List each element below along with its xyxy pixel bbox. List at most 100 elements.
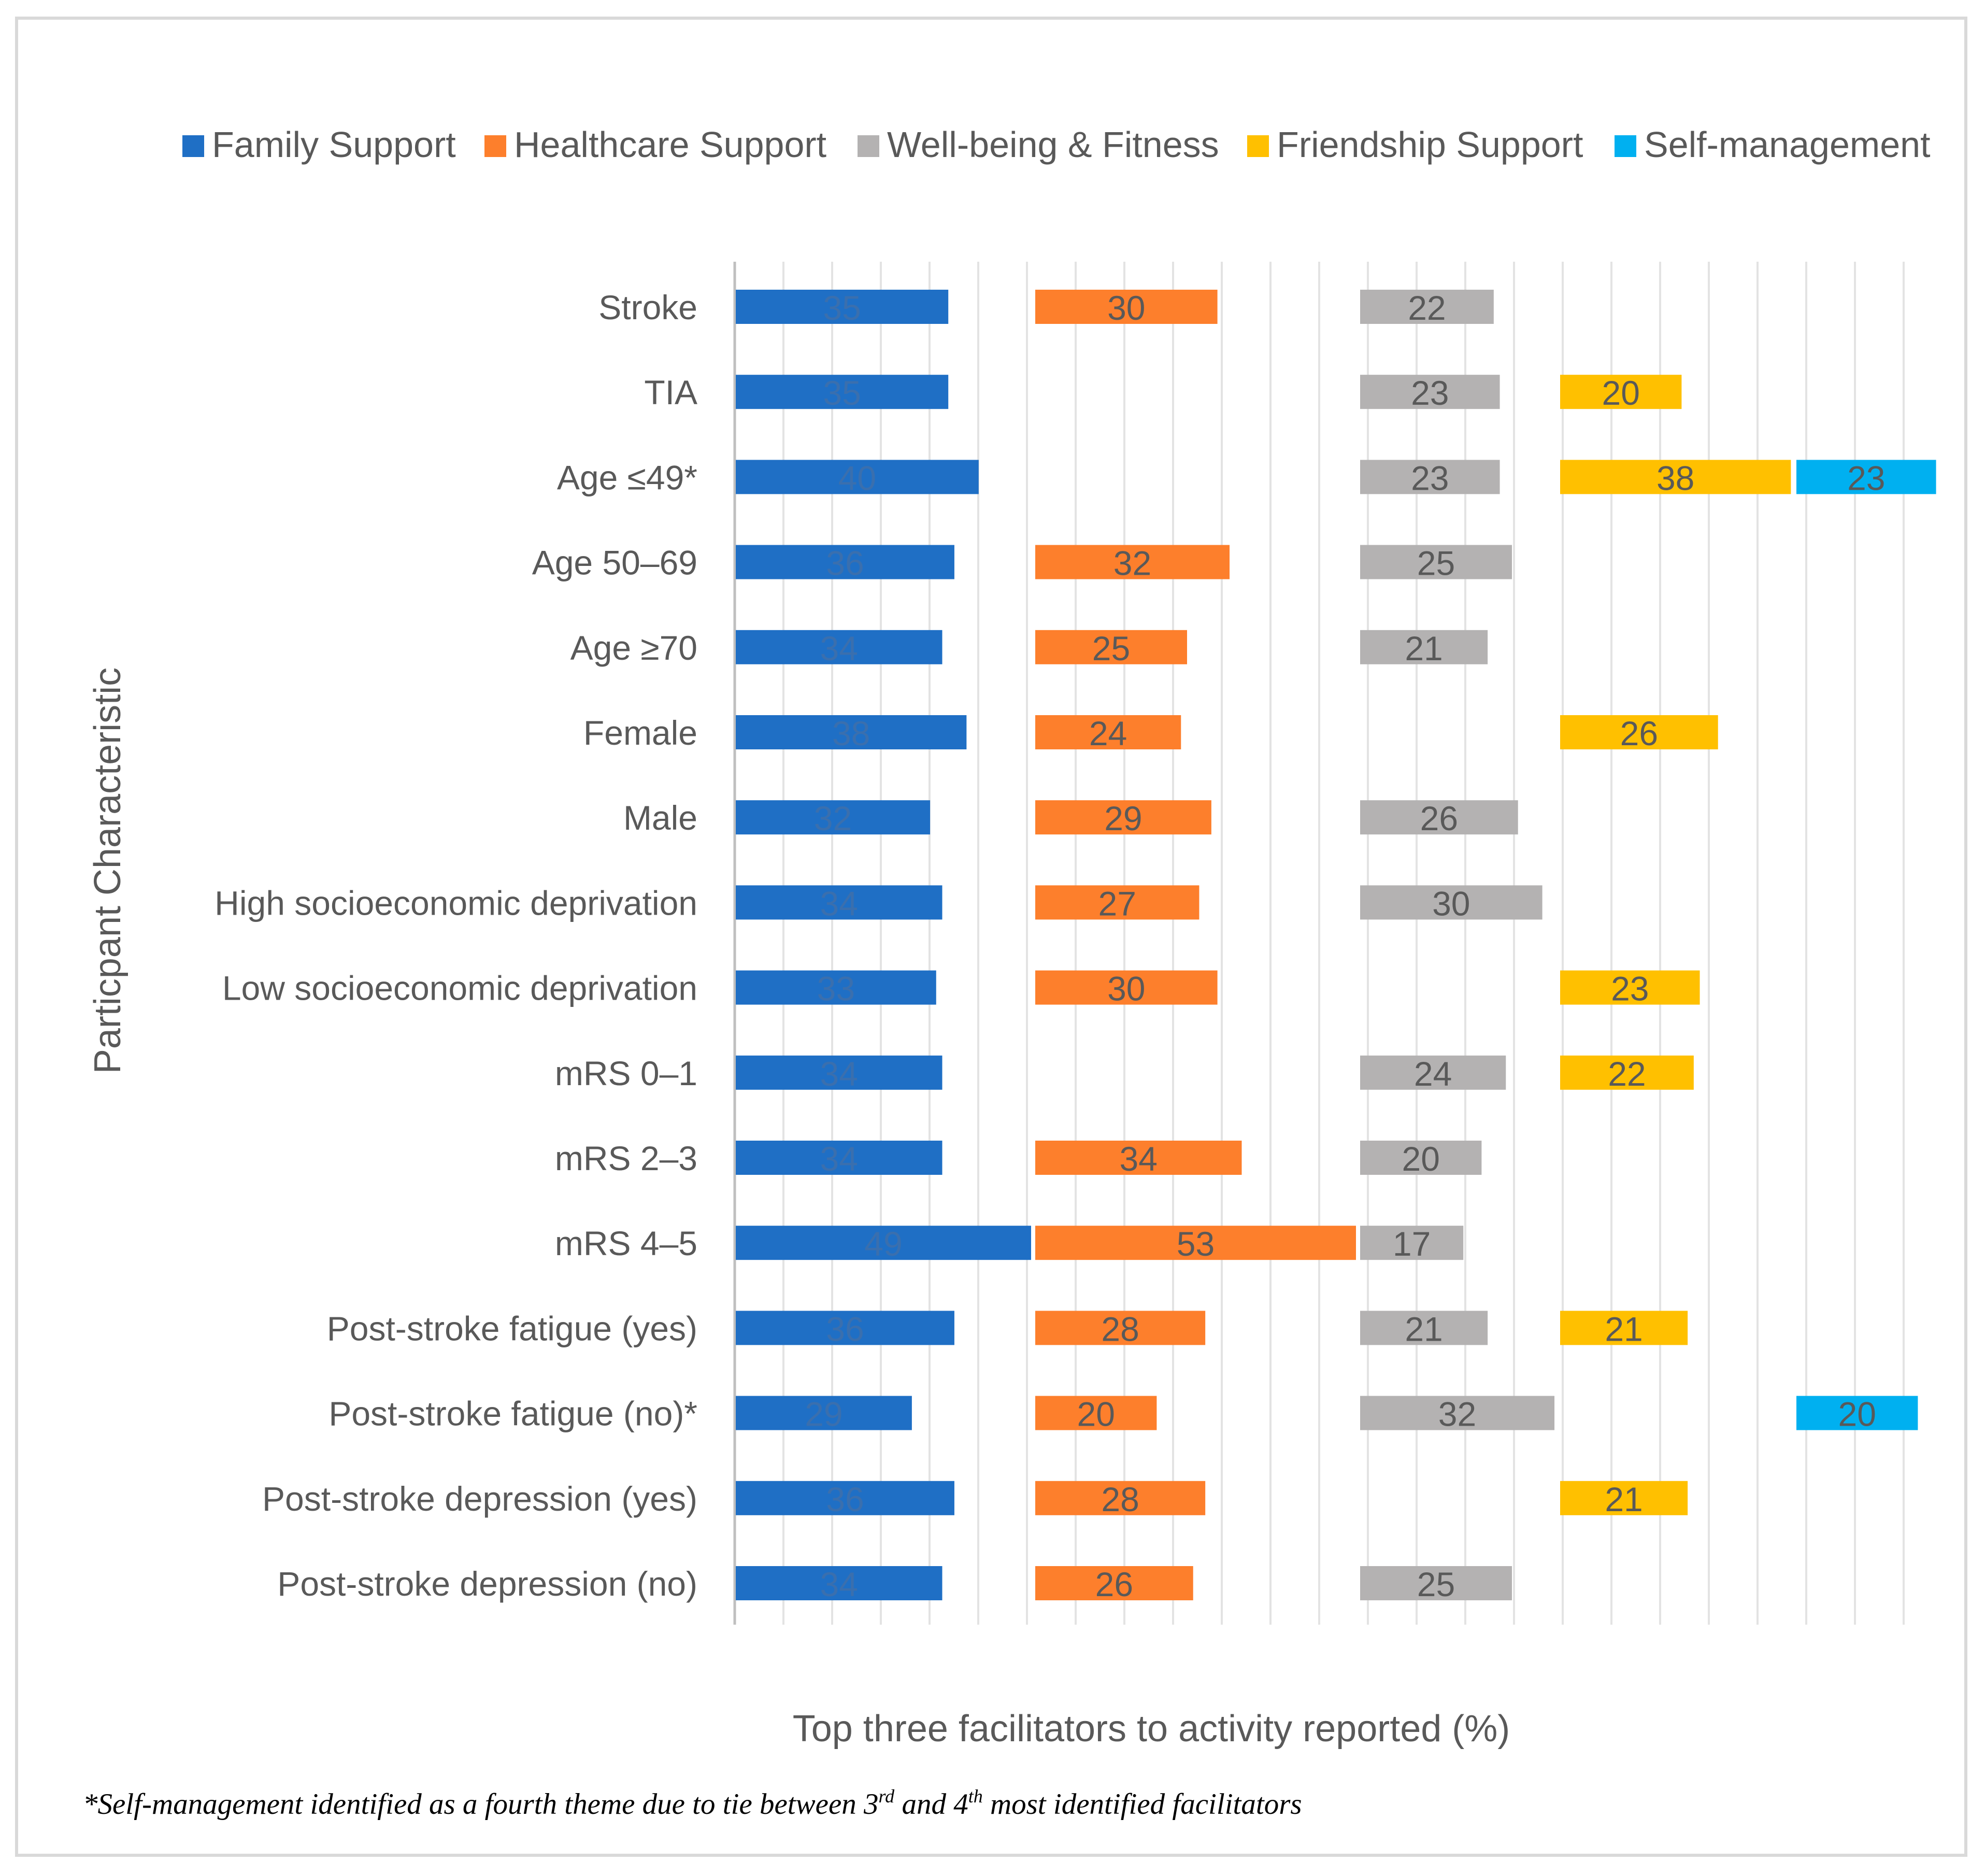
category-label-age-70: Age ≥70 (570, 629, 697, 667)
data-label-well-being-fitness-age-50-69: 25 (1417, 544, 1455, 582)
bar-healthcare-support-post-stroke-fatigue-no (1035, 1396, 1157, 1430)
legend-swatch-friendship-support (1247, 135, 1269, 157)
bar-healthcare-support-male (1035, 800, 1211, 835)
data-label-healthcare-support-female: 24 (1089, 714, 1127, 752)
bar-family-support-post-stroke-depression-no (736, 1566, 942, 1600)
legend-item-family-support: Family Support (182, 124, 456, 165)
data-label-well-being-fitness-mrs-2-3: 20 (1402, 1140, 1439, 1178)
category-labels: Stroke TIA Age ≤49* Age 50–69 Age ≥70 Female M… (215, 288, 697, 1603)
data-label-healthcare-support-male: 29 (1104, 799, 1142, 837)
bar-healthcare-support-age-70 (1035, 630, 1187, 664)
data-label-friendship-support-low-socioeconomic-deprivation: 23 (1611, 970, 1649, 1008)
bar-well-being-fitness-post-stroke-depression-no (1360, 1566, 1512, 1600)
footnote: *Self-management identified as a fourth … (83, 1786, 1302, 1821)
category-label-post-stroke-fatigue-no: Post-stroke fatigue (no)* (329, 1395, 697, 1433)
data-label-well-being-fitness-post-stroke-fatigue-yes: 21 (1405, 1310, 1443, 1348)
category-label-post-stroke-depression-yes: Post-stroke depression (yes) (262, 1480, 697, 1518)
bar-friendship-support-tia (1560, 375, 1682, 409)
data-label-self-management-age-49: 23 (1847, 459, 1885, 497)
data-label-family-support-low-socioeconomic-deprivation: 33 (817, 970, 855, 1008)
category-label-female: Female (583, 714, 697, 752)
legend-swatch-family-support (182, 135, 204, 157)
data-label-friendship-support-age-49: 38 (1656, 459, 1694, 497)
legend-label-friendship-support: Friendship Support (1277, 124, 1583, 165)
bar-family-support-mrs-4-5 (736, 1226, 1031, 1260)
bar-well-being-fitness-post-stroke-fatigue-no (1360, 1396, 1555, 1430)
chart-frame (15, 17, 1967, 1857)
bar-family-support-age-50-69 (736, 545, 954, 579)
bar-friendship-support-mrs-0-1 (1560, 1055, 1694, 1090)
bar-family-support-mrs-0-1 (736, 1055, 942, 1090)
bar-friendship-support-age-49 (1560, 460, 1791, 494)
data-label-well-being-fitness-mrs-0-1: 24 (1414, 1055, 1452, 1093)
data-label-well-being-fitness-age-49: 23 (1411, 459, 1449, 497)
category-label-low-socioeconomic-deprivation: Low socioeconomic deprivation (222, 969, 697, 1007)
data-label-family-support-mrs-2-3: 34 (820, 1140, 858, 1178)
bar-self-management-age-49 (1796, 460, 1936, 494)
data-label-well-being-fitness-male: 26 (1420, 799, 1458, 837)
data-label-family-support-age-49: 40 (838, 459, 876, 497)
data-label-family-support-stroke: 35 (823, 289, 861, 327)
category-label-stroke: Stroke (598, 288, 697, 326)
data-label-healthcare-support-stroke: 30 (1107, 289, 1145, 327)
data-label-family-support-mrs-4-5: 49 (864, 1225, 902, 1263)
bar-well-being-fitness-age-50-69 (1360, 545, 1512, 579)
bar-healthcare-support-low-socioeconomic-deprivation (1035, 970, 1218, 1005)
data-label-family-support-age-70: 34 (820, 629, 858, 667)
category-label-mrs-0-1: mRS 0–1 (555, 1054, 697, 1092)
bar-well-being-fitness-mrs-2-3 (1360, 1141, 1482, 1175)
bar-well-being-fitness-stroke (1360, 290, 1494, 324)
bar-healthcare-support-age-50-69 (1035, 545, 1230, 579)
legend-label-self-management: Self-management (1644, 124, 1931, 165)
bar-healthcare-support-high-socioeconomic-deprivation (1035, 885, 1199, 920)
data-label-family-support-post-stroke-fatigue-no: 29 (805, 1395, 842, 1433)
bar-well-being-fitness-high-socioeconomic-deprivation (1360, 885, 1543, 920)
data-label-well-being-fitness-stroke: 22 (1408, 289, 1446, 327)
bar-family-support-age-70 (736, 630, 942, 664)
data-labels: 35 30 22 35 23 20 40 23 38 23 36 32 25 34 25 21 38 24 26 32… (805, 289, 1885, 1603)
bar-family-support-low-socioeconomic-deprivation (736, 970, 936, 1005)
legend-item-friendship-support: Friendship Support (1247, 124, 1583, 165)
data-label-family-support-post-stroke-depression-no: 34 (820, 1565, 858, 1603)
bar-family-support-post-stroke-fatigue-yes (736, 1311, 954, 1345)
data-label-healthcare-support-post-stroke-depression-no: 26 (1095, 1565, 1133, 1603)
data-label-healthcare-support-high-socioeconomic-deprivation: 27 (1098, 884, 1136, 922)
data-label-healthcare-support-mrs-4-5: 53 (1177, 1225, 1215, 1263)
bar-friendship-support-post-stroke-fatigue-yes (1560, 1311, 1688, 1345)
bar-well-being-fitness-male (1360, 800, 1518, 835)
legend-label-family-support: Family Support (212, 124, 456, 165)
bar-well-being-fitness-post-stroke-fatigue-yes (1360, 1311, 1488, 1345)
bar-family-support-post-stroke-fatigue-no (736, 1396, 912, 1430)
category-label-male: Male (623, 799, 697, 837)
bar-friendship-support-post-stroke-depression-yes (1560, 1481, 1688, 1515)
bar-well-being-fitness-mrs-4-5 (1360, 1226, 1464, 1260)
bar-well-being-fitness-mrs-0-1 (1360, 1055, 1506, 1090)
category-label-age-50-69: Age 50–69 (532, 544, 697, 582)
legend-swatch-self-management (1615, 135, 1636, 157)
bar-family-support-age-49 (736, 460, 979, 494)
data-label-family-support-age-50-69: 36 (826, 544, 864, 582)
data-label-family-support-tia: 35 (823, 374, 861, 412)
bar-healthcare-support-stroke (1035, 290, 1218, 324)
data-label-well-being-fitness-mrs-4-5: 17 (1393, 1225, 1431, 1263)
data-label-family-support-high-socioeconomic-deprivation: 34 (820, 884, 858, 922)
data-label-family-support-post-stroke-fatigue-yes: 36 (826, 1310, 864, 1348)
data-label-well-being-fitness-age-70: 21 (1405, 629, 1443, 667)
data-label-self-management-post-stroke-fatigue-no: 20 (1838, 1395, 1876, 1433)
bar-family-support-high-socioeconomic-deprivation (736, 885, 942, 920)
bar-friendship-support-female (1560, 715, 1718, 749)
data-label-well-being-fitness-tia: 23 (1411, 374, 1449, 412)
data-label-well-being-fitness-high-socioeconomic-deprivation: 30 (1432, 884, 1470, 922)
category-label-post-stroke-fatigue-yes: Post-stroke fatigue (yes) (327, 1309, 697, 1347)
x-axis-title: Top three facilitators to activity repor… (793, 1708, 1510, 1750)
bars (736, 290, 1936, 1600)
data-label-friendship-support-post-stroke-fatigue-yes: 21 (1605, 1310, 1643, 1348)
bar-healthcare-support-post-stroke-fatigue-yes (1035, 1311, 1206, 1345)
category-label-mrs-4-5: mRS 4–5 (555, 1224, 697, 1262)
data-label-healthcare-support-post-stroke-fatigue-yes: 28 (1101, 1310, 1139, 1348)
data-label-healthcare-support-mrs-2-3: 34 (1120, 1140, 1158, 1178)
bar-well-being-fitness-tia (1360, 375, 1500, 409)
bar-healthcare-support-mrs-2-3 (1035, 1141, 1242, 1175)
